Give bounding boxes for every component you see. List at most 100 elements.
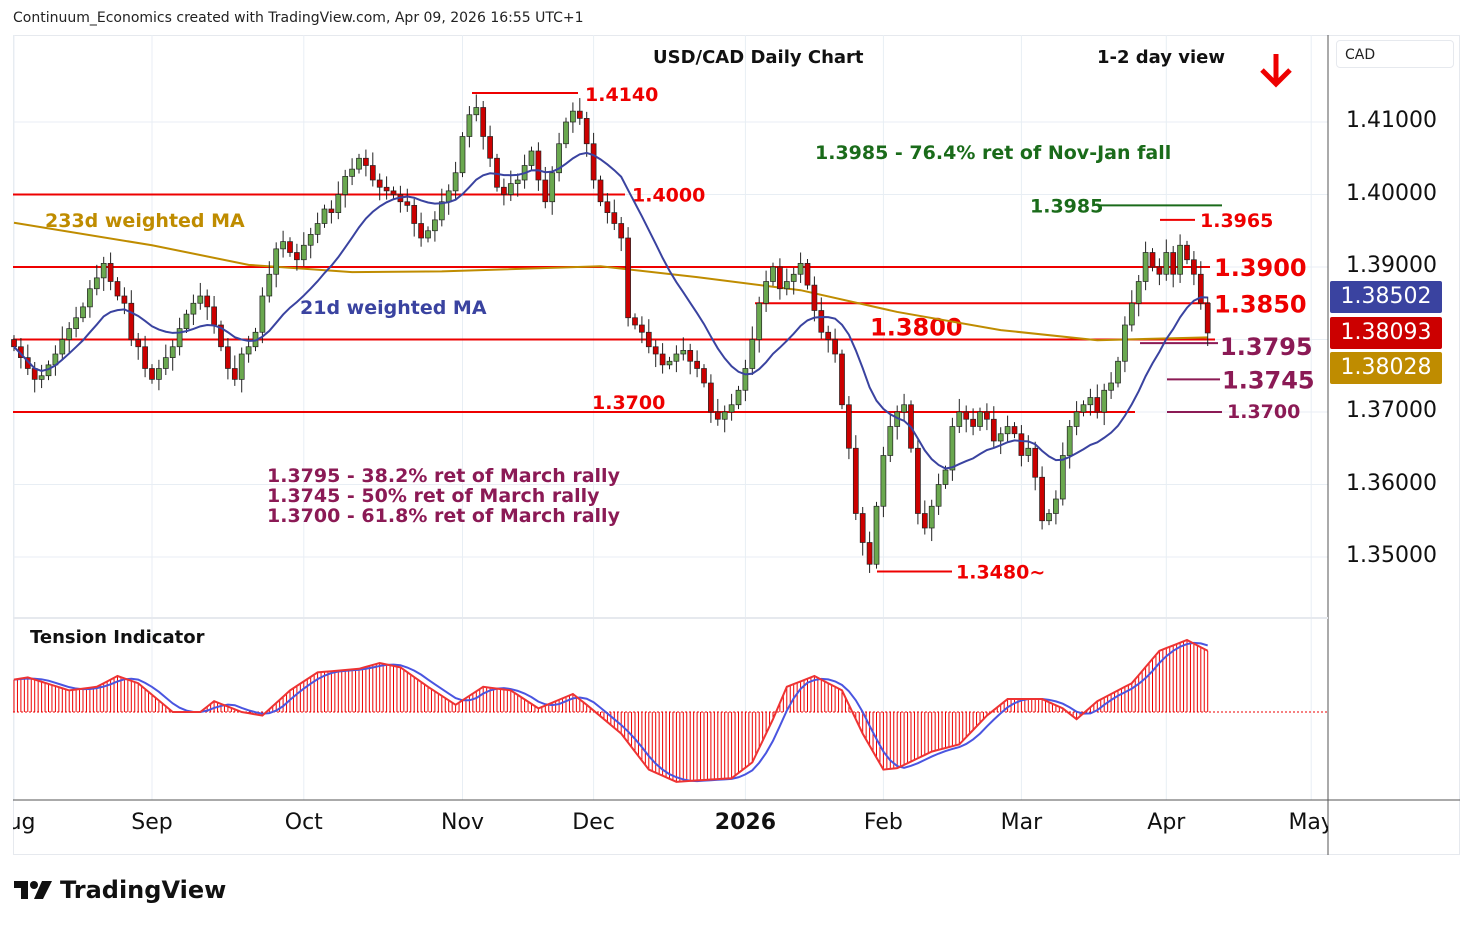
candle [376,173,383,201]
candle-body [335,194,342,213]
candle-body [790,273,797,282]
candle [556,132,562,182]
candle [542,166,549,209]
candle-body [59,339,66,355]
candle-body [1025,447,1032,456]
candle [721,405,728,433]
candle-body [742,368,749,391]
candle [197,282,204,310]
candle-body [321,208,328,224]
candle [728,393,735,421]
candle [266,261,273,303]
candle [576,98,583,125]
candle [583,111,590,157]
candle-body [487,136,493,159]
candle [1204,296,1211,347]
candle-body [445,190,452,203]
candle [107,252,114,291]
candle-body [501,186,507,195]
candle-body [114,281,121,297]
candle [1101,383,1108,426]
currency-label[interactable]: CAD [1336,40,1454,68]
candle [66,322,73,353]
candle [80,302,86,323]
candle-body [901,404,907,413]
candle [921,500,928,535]
level-label: 1.4140 [585,84,658,106]
candle-body [80,306,86,319]
candle [825,325,832,353]
annotation-note: 1.3795 - 38.2% ret of March rally [267,465,621,487]
candle [666,356,673,370]
logo-text: TradingView [60,876,227,904]
candle-body [383,186,390,192]
candle [611,199,618,231]
candle [452,161,459,200]
x-tick-label: May [1288,810,1328,835]
y-tick-label: 1.40000 [1346,180,1437,206]
candle [528,146,535,170]
candle-body [1184,244,1190,261]
candle-body [1046,513,1052,522]
candle [314,212,321,244]
candle [1011,422,1018,439]
level-label: 1.3700 [1227,401,1300,423]
candle [949,417,956,481]
candle-body [687,350,694,362]
candle [639,316,645,344]
candle-body [38,375,45,380]
candle [1087,388,1094,416]
candle [673,345,680,373]
level-label: 1.3800 [870,314,963,342]
candle-body [342,176,349,195]
candle-body [590,143,597,181]
candle [970,408,976,436]
time-axis[interactable]: Aug Sep Oct Nov Dec 2026 Feb Mar Apr May [13,800,1328,855]
ma233-line [13,221,1208,342]
candle [977,407,983,431]
candle-body [1108,382,1114,391]
candle-body [438,201,445,221]
candle [383,176,390,200]
candle [935,473,942,515]
candle-body [459,136,466,174]
candle-body [728,404,735,413]
y-tick-label: 1.41000 [1346,108,1437,133]
candle [839,349,845,410]
candle-body [225,346,231,369]
candle [369,152,376,187]
candle [1177,234,1183,283]
candle-body [93,277,100,290]
x-tick-label: Apr [1147,810,1186,835]
candle-body [314,223,321,235]
level-label: 1.3480~ [956,562,1045,584]
candle-body [294,252,300,261]
candle [183,309,190,333]
candle [349,158,355,186]
candle-body [714,411,721,420]
x-tick-label: 2026 [714,810,777,835]
candle-body [514,179,521,184]
annotation-note: 1.3700 - 61.8% ret of March rally [267,505,621,527]
candle-body [535,150,542,181]
candle-body [100,263,107,279]
candle [535,142,542,191]
tradingview-logo[interactable]: TradingView [14,876,226,904]
y-tick-label: 1.36000 [1346,470,1437,496]
candle-body [1156,266,1163,275]
level-label: 1.3795 [1220,333,1313,361]
level-label: 1.3900 [1214,254,1307,282]
candle [708,374,714,423]
candle-body [928,505,935,529]
candle [514,173,521,197]
candle-body [949,426,956,471]
candle [873,501,880,569]
candle-body [473,107,480,116]
candle [1149,248,1156,272]
candle-body [1004,426,1011,435]
candle-body [811,284,818,311]
candle-body [1135,281,1142,304]
candle [997,427,1004,455]
candle-body [1128,302,1135,326]
